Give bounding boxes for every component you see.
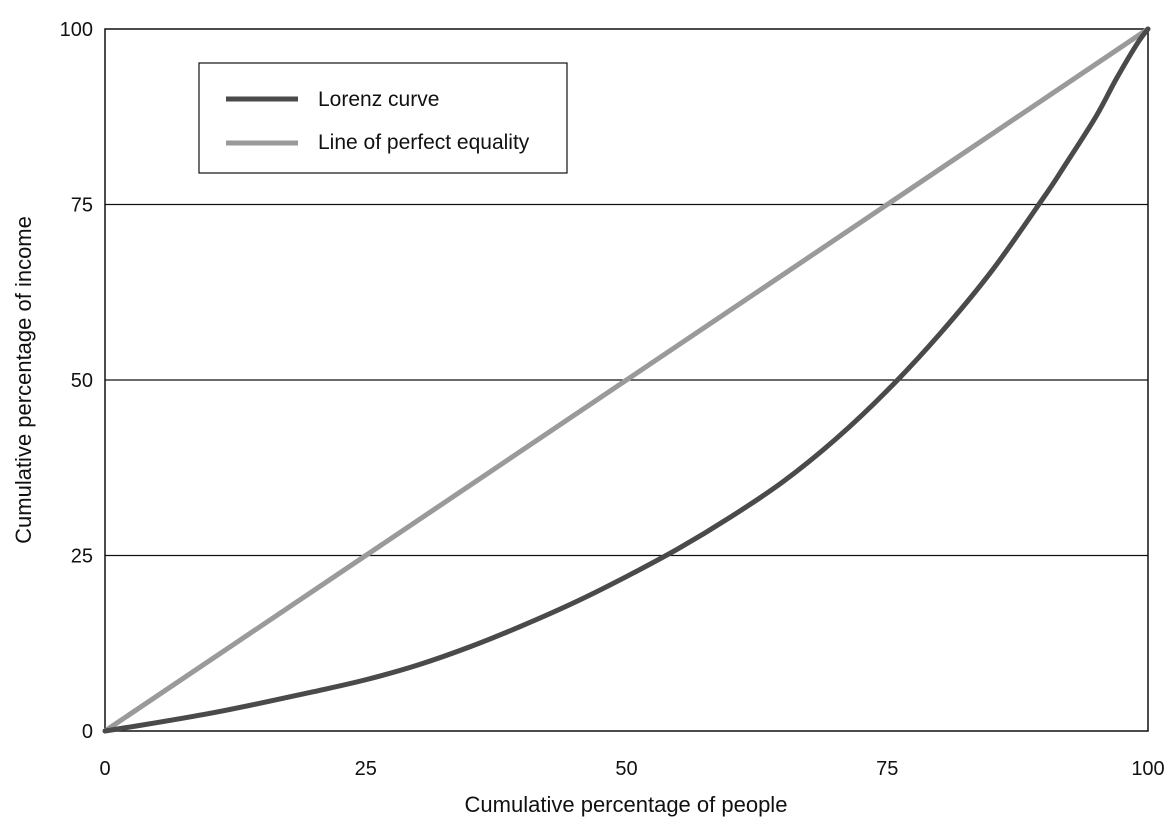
y-axis-title: Cumulative percentage of income (11, 216, 36, 544)
x-axis-ticks: 0 25 50 75 100 (99, 758, 1164, 780)
series-line-equality (102, 26, 1151, 734)
y-tick-label: 75 (71, 195, 93, 217)
series-line-lorenz (102, 26, 1151, 734)
legend-box (198, 62, 568, 174)
y-tick-label: 25 (71, 546, 93, 568)
series-lines (102, 26, 1151, 734)
x-axis-title: Cumulative percentage of people (465, 792, 788, 817)
x-tick-label: 100 (1131, 758, 1164, 780)
plot-frame (104, 28, 1149, 732)
y-tick-label: 0 (82, 721, 93, 743)
x-tick-label: 75 (876, 758, 898, 780)
legend-label-equality: Line of perfect equality (318, 131, 530, 154)
x-tick-label: 50 (615, 758, 637, 780)
legend-label-lorenz: Lorenz curve (318, 88, 439, 111)
y-tick-label: 50 (71, 370, 93, 392)
x-tick-label: 25 (355, 758, 377, 780)
y-axis-ticks: 0 25 50 75 100 (60, 19, 93, 743)
legend: Lorenz curve Line of perfect equality (198, 62, 568, 174)
x-tick-label: 0 (99, 758, 110, 780)
y-tick-label: 100 (60, 19, 93, 41)
